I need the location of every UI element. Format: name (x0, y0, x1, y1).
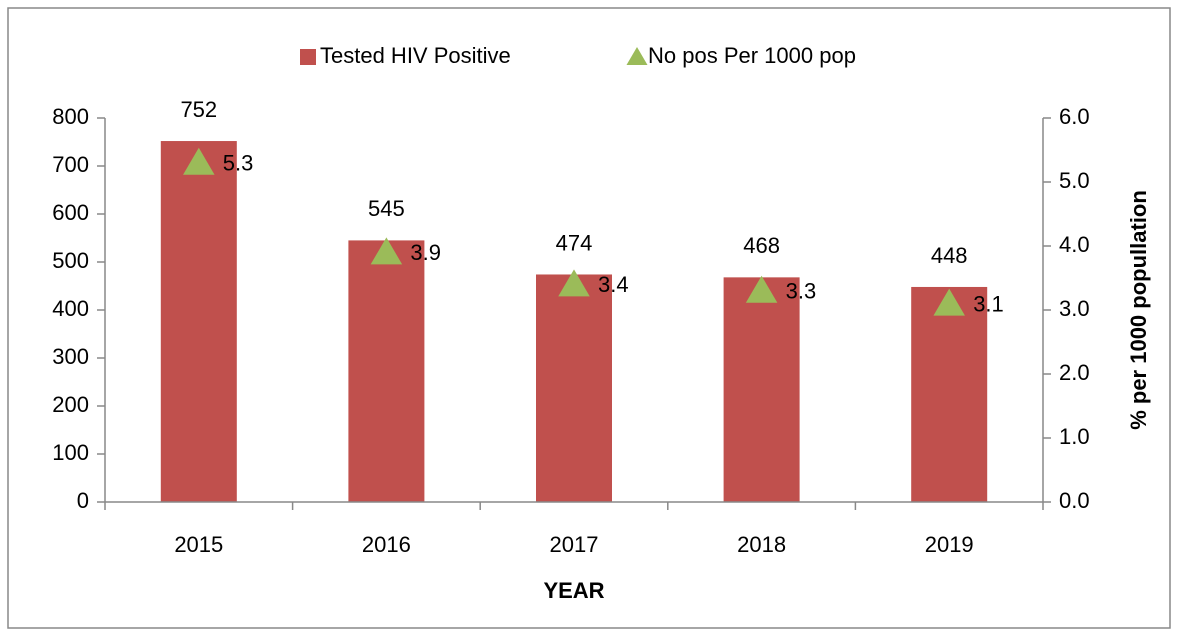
y2-tick-label: 3.0 (1059, 296, 1090, 321)
y-tick-label: 800 (52, 104, 89, 129)
y2-tick-label: 6.0 (1059, 104, 1090, 129)
y-tick-label: 0 (77, 488, 89, 513)
marker-value-label: 3.9 (410, 240, 441, 265)
x-tick-label: 2015 (174, 532, 223, 557)
bar-value-label: 545 (368, 196, 405, 221)
triangle-marker (183, 147, 215, 175)
bar-value-label: 752 (180, 97, 217, 122)
y2-tick-label: 2.0 (1059, 360, 1090, 385)
y2-axis-title: % per 1000 popullation (1126, 190, 1151, 430)
y2-tick-label: 1.0 (1059, 424, 1090, 449)
bar-value-label: 474 (556, 230, 593, 255)
x-tick-label: 2016 (362, 532, 411, 557)
y-tick-label: 400 (52, 296, 89, 321)
y-tick-label: 700 (52, 152, 89, 177)
y2-tick-label: 4.0 (1059, 232, 1090, 257)
triangle-marker (370, 237, 403, 265)
y-tick-label: 200 (52, 392, 89, 417)
y-tick-label: 100 (52, 440, 89, 465)
y2-tick-label: 5.0 (1059, 168, 1090, 193)
marker-value-label: 5.3 (223, 151, 254, 176)
x-tick-label: 2017 (550, 532, 599, 557)
bar-value-label: 468 (743, 233, 780, 258)
triangle-marker (933, 288, 965, 316)
marker-value-label: 3.1 (973, 291, 1004, 316)
x-tick-label: 2018 (737, 532, 786, 557)
legend-label: Tested HIV Positive (320, 43, 511, 68)
legend-label: No pos Per 1000 pop (648, 43, 856, 68)
bar (723, 277, 800, 502)
bar (160, 141, 237, 503)
y2-tick-label: 0.0 (1059, 488, 1090, 513)
x-axis-title: YEAR (543, 578, 604, 603)
legend-swatch (300, 49, 316, 65)
bar-value-label: 448 (931, 243, 968, 268)
y-tick-label: 300 (52, 344, 89, 369)
y-tick-label: 500 (52, 248, 89, 273)
y-tick-label: 600 (52, 200, 89, 225)
triangle-marker (745, 275, 778, 303)
bar (911, 286, 988, 502)
triangle-marker (558, 269, 590, 297)
x-tick-label: 2019 (925, 532, 974, 557)
marker-value-label: 3.3 (786, 279, 817, 304)
bar (536, 274, 612, 502)
legend-swatch (626, 47, 648, 65)
marker-value-label: 3.4 (598, 272, 629, 297)
bar (348, 240, 425, 502)
